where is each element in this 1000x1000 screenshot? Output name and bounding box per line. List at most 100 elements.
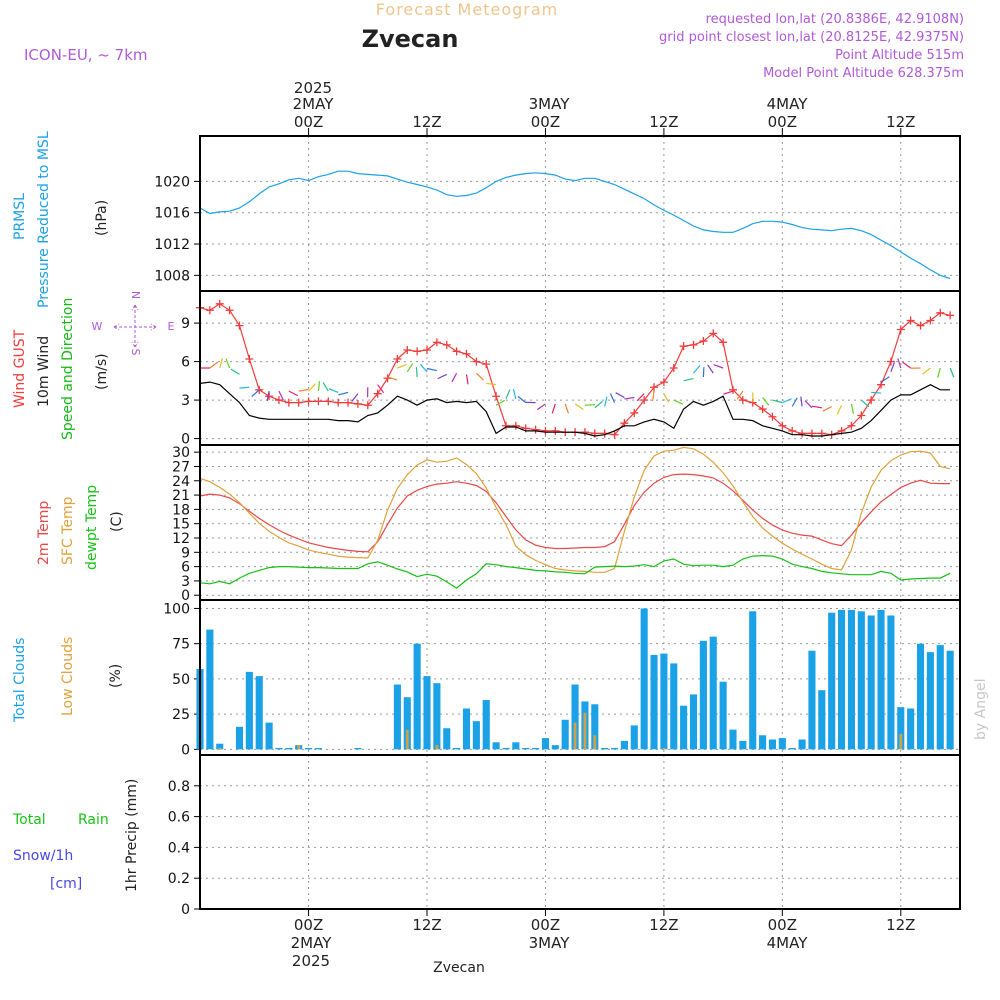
cloud-total-bar [719, 681, 727, 750]
label-2m-temp: 2m Temp [36, 501, 52, 565]
cloud-total-bar [926, 652, 934, 750]
wind-arrow [426, 367, 438, 372]
wind-arrow [278, 390, 284, 401]
gust-point [294, 398, 303, 407]
label-snow: Snow/1h [13, 848, 73, 864]
cloud-total-bar [739, 740, 747, 750]
gust-point [423, 346, 432, 355]
wind-arrow [328, 388, 339, 393]
gust-point [709, 329, 718, 338]
cloud-low-bar [593, 735, 597, 750]
top-hour-label: 00Z [294, 113, 323, 131]
bottom-year: 2025 [292, 952, 330, 970]
cloud-total-bar [403, 697, 411, 750]
wind-arrow [338, 391, 349, 396]
gust-point [778, 421, 787, 430]
cloud-total-bar [245, 671, 253, 750]
y-tick-label: 3 [181, 393, 190, 409]
clouds-panel: 0 25 50 75 100 [163, 599, 961, 758]
y-tick-label: 0.4 [168, 840, 190, 856]
gust-point [462, 349, 471, 358]
footer-location: Zvecan [433, 960, 485, 976]
wind-arrow [475, 372, 484, 381]
wind-arrow [624, 396, 635, 400]
gust-point [274, 396, 283, 405]
wind-arrow [736, 390, 744, 400]
wind-arrow [495, 399, 506, 406]
y-tick-label: 0.8 [168, 779, 190, 795]
wind-arrow [683, 377, 694, 382]
gust-point [432, 338, 441, 347]
wind-arrow [615, 392, 625, 399]
cloud-total-bar [847, 609, 855, 750]
y-tick-label: 75 [172, 637, 190, 653]
label-10m-wind: 10m Wind [36, 336, 52, 407]
cloud-total-bar [443, 728, 451, 750]
cloud-total-bar [729, 729, 737, 750]
ylabel-wind: (m/s) [94, 353, 110, 390]
cloud-total-bar [393, 684, 401, 750]
wind-arrow [564, 403, 570, 414]
cloud-low-bar [899, 733, 903, 750]
gust-point [689, 340, 698, 349]
cloud-total-bar [314, 747, 322, 750]
gust-point [215, 299, 224, 308]
wind-arrow [811, 405, 822, 409]
gust-point [650, 383, 659, 392]
cloud-total-bar [828, 612, 836, 750]
cloud-total-bar [907, 708, 915, 750]
cloud-total-bar [877, 609, 885, 750]
gust-point [926, 316, 935, 325]
label-rain: Rain [78, 812, 109, 828]
top-date-2: 3MAY [529, 95, 571, 113]
top-hour-label: 00Z [531, 113, 560, 131]
gust-point [344, 398, 353, 407]
cloud-total-bar [206, 629, 214, 750]
cloud-total-bar [759, 735, 767, 750]
wind-arrow [298, 388, 309, 392]
y-tick-label: 0 [181, 742, 190, 758]
cloud-low-bar [405, 729, 409, 750]
cloud-total-bar [502, 747, 510, 750]
grid-point-coords: grid point closest lon,lat (20.8125E, 42… [659, 30, 964, 45]
model-altitude: Model Point Altitude 628.375m [763, 66, 964, 81]
top-hour-label: 12Z [649, 113, 678, 131]
gust-point [886, 357, 895, 366]
wind-arrow [239, 386, 250, 389]
cloud-total-bar [265, 722, 273, 750]
cloud-total-bar [867, 615, 875, 750]
wind-arrow [351, 393, 359, 402]
wind-arrow [636, 393, 645, 402]
top-hour-label: 12Z [886, 113, 915, 131]
gust-point [492, 392, 501, 401]
label-total: Total [12, 812, 46, 828]
y-tick-label: 100 [163, 601, 190, 617]
y-tick-label: 18 [172, 502, 190, 518]
wind-arrow [377, 384, 385, 394]
wind-arrow [512, 388, 517, 399]
cloud-total-bar [946, 650, 954, 750]
y-tick-label: 12 [172, 531, 190, 547]
cloud-low-bar [297, 745, 301, 750]
y-tick-label: 0.6 [168, 810, 190, 826]
gust-point [788, 426, 797, 435]
watermark: by Angel [973, 679, 989, 740]
gust-point [946, 311, 955, 320]
y-tick-label: 3 [181, 574, 190, 590]
cloud-total-bar [709, 636, 717, 750]
y-tick-label: 25 [172, 707, 190, 723]
cloud-total-bar [423, 676, 431, 750]
gust-point [245, 355, 254, 364]
ylabel-pressure: (hPa) [94, 200, 110, 236]
cloud-total-bar [551, 745, 559, 750]
2m-temp-line [199, 473, 951, 553]
compass-south: S [129, 349, 142, 356]
gust-point [304, 397, 313, 406]
gust-point [442, 340, 451, 349]
cloud-total-bar [255, 676, 263, 750]
wind-arrow [288, 390, 299, 397]
wind-arrow [850, 403, 855, 414]
wind-arrow [880, 376, 890, 383]
cloud-total-bar [512, 742, 520, 750]
bottom-hour-label: 00Z [294, 916, 323, 934]
